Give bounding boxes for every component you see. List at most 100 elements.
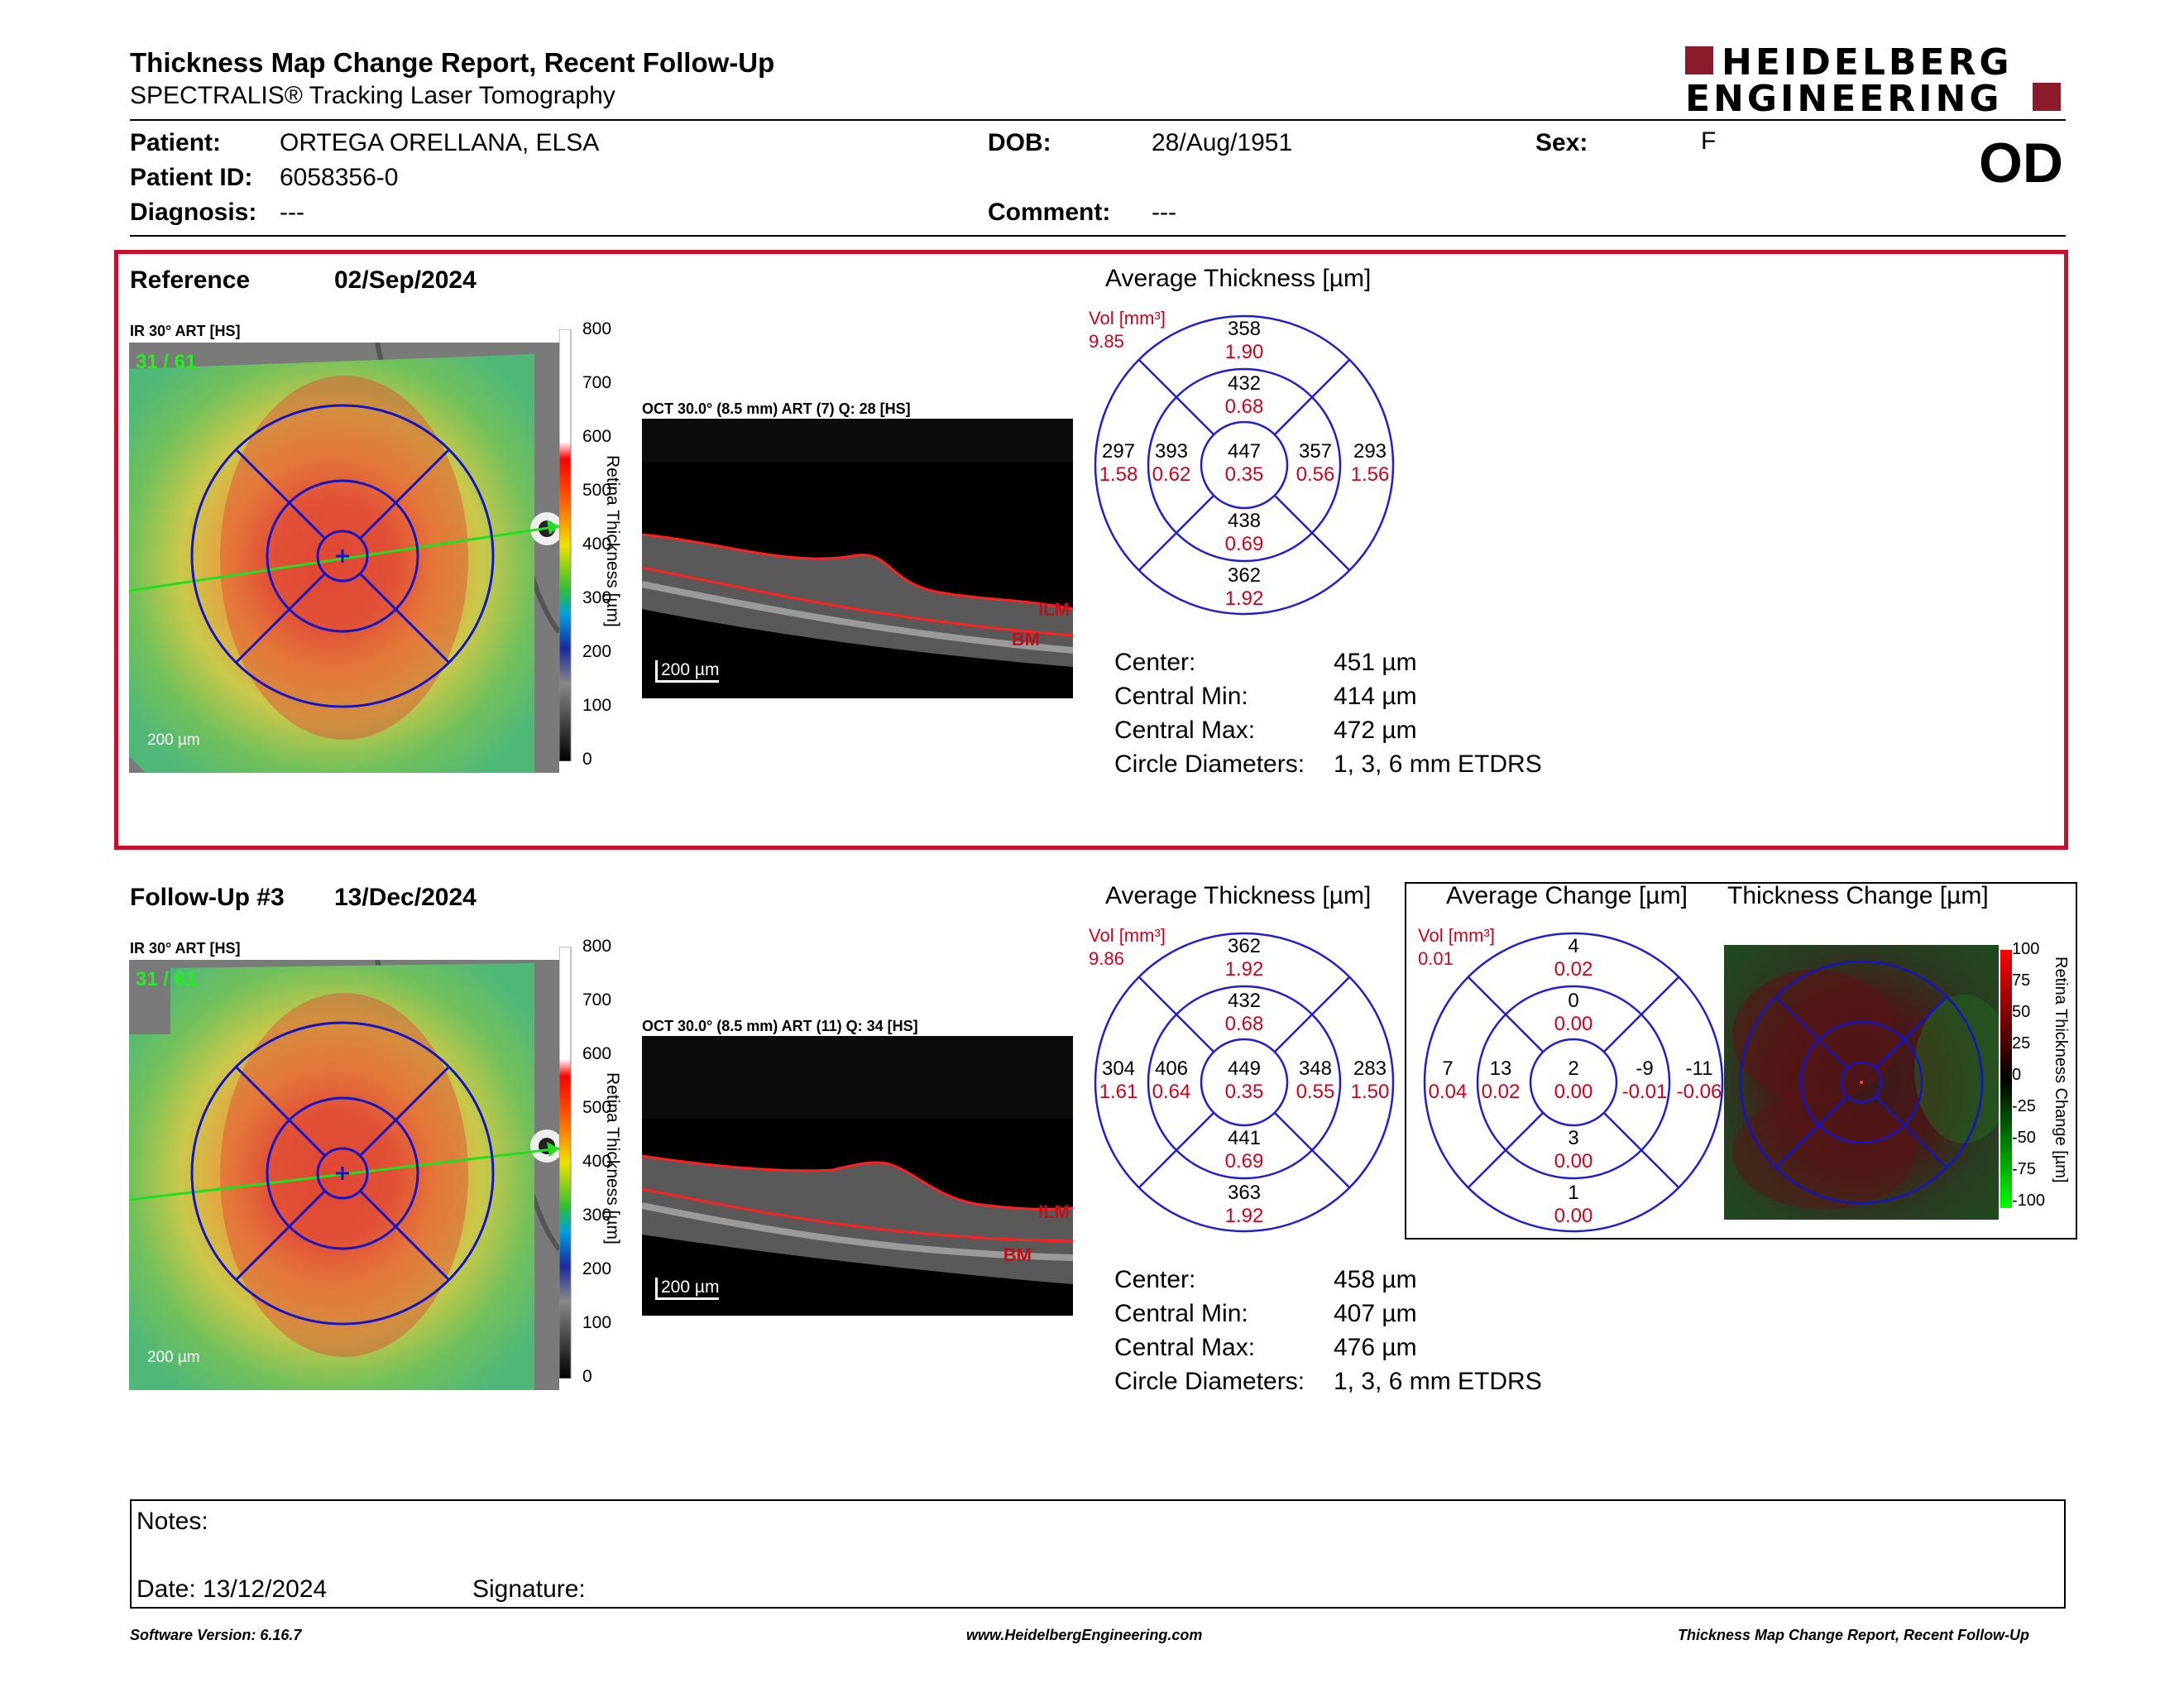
- dob-value: 28/Aug/1951: [1152, 129, 1293, 156]
- scale-tick: 700: [582, 373, 612, 392]
- etdrs-inner-left-vol: 0.64: [1152, 1081, 1191, 1103]
- patient-id: 6058356-0: [280, 164, 399, 191]
- reference-thickness-map: 31 / 61 200 µm: [129, 343, 559, 773]
- scale-tick: 100: [582, 696, 612, 715]
- stat-center-value: 451 µm: [1334, 649, 1417, 676]
- change-inner-bottom-vol: 0.00: [1554, 1150, 1593, 1172]
- volume-value: 9.85: [1089, 331, 1124, 352]
- scale-tick: 600: [582, 1044, 612, 1063]
- etdrs-inner-top: 432: [1227, 990, 1262, 1012]
- notes-box[interactable]: Notes: Date: 13/12/2024 Signature:: [130, 1499, 2066, 1609]
- oct-scale-bar: 200 µm: [655, 660, 720, 683]
- logo-square-icon: [2033, 83, 2061, 111]
- change-scale-tick: -25: [2012, 1097, 2036, 1115]
- bm-label: BM: [1003, 1244, 1032, 1265]
- patient-divider: [130, 235, 2066, 237]
- header-divider: [130, 119, 2066, 121]
- stat-diam-label: Circle Diameters:: [1114, 1368, 1305, 1395]
- reference-oct-scan: ILM BM 200 µm: [642, 419, 1073, 698]
- stat-min-value: 414 µm: [1334, 683, 1417, 710]
- followup-label: Follow-Up #3: [130, 884, 285, 911]
- reference-section-box: [114, 250, 2068, 850]
- change-color-scale: [2000, 950, 2012, 1208]
- etdrs-inner-right-vol: 0.56: [1296, 463, 1335, 486]
- stat-center-value: 458 µm: [1334, 1266, 1417, 1293]
- reference-label: Reference: [130, 266, 251, 294]
- volume-label: Vol [mm³]: [1089, 925, 1166, 946]
- ir-label: IR 30° ART [HS]: [130, 940, 241, 957]
- etdrs-outer-top: 358: [1227, 318, 1262, 340]
- stat-max-value: 472 µm: [1334, 717, 1417, 744]
- footer-website[interactable]: www.HeidelbergEngineering.com: [966, 1627, 1203, 1643]
- change-scale-ticks: 100 75 50 25 0 -25 -50 -75 -100: [2012, 940, 2053, 1221]
- eye-indicator: OD: [1979, 132, 2063, 194]
- change-scale-tick: 50: [2012, 1003, 2031, 1021]
- etdrs-inner-left: 406: [1154, 1057, 1189, 1080]
- change-scale-tick: 25: [2012, 1034, 2031, 1053]
- change-outer-bottom-vol: 0.00: [1554, 1205, 1593, 1227]
- avg-thickness-title: Average Thickness [µm]: [1105, 882, 1372, 909]
- comment-value: ---: [1152, 199, 1176, 226]
- etdrs-inner-bottom: 441: [1227, 1127, 1262, 1149]
- frames-counter: 31 / 61: [136, 968, 197, 990]
- change-box: [1405, 882, 2077, 1240]
- patient-id-label: Patient ID:: [130, 164, 253, 191]
- report-subtitle: SPECTRALIS® Tracking Laser Tomography: [130, 82, 615, 109]
- etdrs-inner-bottom: 438: [1227, 510, 1262, 532]
- change-inner-left-vol: 0.02: [1481, 1081, 1521, 1103]
- change-volume-label: Vol [mm³]: [1418, 925, 1495, 946]
- thickness-change-title: Thickness Change [µm]: [1727, 882, 1989, 909]
- logo-line2: ENGINEERING: [1685, 78, 2003, 120]
- notes-label: Notes:: [136, 1508, 208, 1535]
- patient-name: ORTEGA ORELLANA, ELSA: [280, 129, 600, 156]
- etdrs-outer-top-vol: 1.92: [1224, 958, 1264, 981]
- bm-label: BM: [1011, 629, 1040, 650]
- notes-date: Date: 13/12/2024: [136, 1575, 328, 1603]
- followup-thickness-map: 31 / 61 200 µm: [129, 960, 559, 1390]
- stat-min-label: Central Min:: [1114, 683, 1248, 710]
- etdrs-outer-right-vol: 1.50: [1350, 1081, 1390, 1103]
- scale-tick: 500: [582, 1098, 612, 1117]
- etdrs-center-vol: 0.35: [1224, 1081, 1264, 1103]
- change-volume-value: 0.01: [1418, 948, 1454, 969]
- change-inner-bottom: 3: [1568, 1127, 1579, 1149]
- change-scale-tick: -75: [2012, 1160, 2036, 1178]
- change-outer-top-vol: 0.02: [1554, 958, 1593, 981]
- change-scale-tick: 0: [2012, 1066, 2022, 1084]
- change-outer-top: 4: [1568, 935, 1579, 957]
- change-inner-top-vol: 0.00: [1554, 1013, 1593, 1035]
- etdrs-inner-top: 432: [1227, 372, 1262, 395]
- etdrs-outer-bottom-vol: 1.92: [1224, 587, 1264, 610]
- etdrs-inner-right: 357: [1298, 440, 1333, 463]
- stat-max-label: Central Max:: [1114, 717, 1256, 744]
- etdrs-outer-top-vol: 1.90: [1224, 341, 1264, 363]
- avg-thickness-title: Average Thickness [µm]: [1105, 265, 1372, 292]
- change-inner-right: -9: [1636, 1057, 1654, 1080]
- etdrs-center-vol: 0.35: [1224, 463, 1264, 486]
- etdrs-outer-top: 362: [1227, 935, 1262, 957]
- thickness-color-scale: [559, 329, 572, 761]
- change-center: 2: [1568, 1057, 1579, 1080]
- oct-scale-bar: 200 µm: [655, 1278, 720, 1300]
- stat-diam-label: Circle Diameters:: [1114, 750, 1305, 778]
- change-outer-right: -11: [1685, 1057, 1713, 1080]
- stat-max-value: 476 µm: [1334, 1334, 1417, 1361]
- thickness-change-map: [1724, 945, 1999, 1220]
- change-outer-right-vol: -0.06: [1676, 1081, 1722, 1103]
- followup-etdrs-grid: 362 1.92 432 0.68 304 1.61 406 0.64 449 …: [1094, 932, 1395, 1233]
- stat-center-label: Center:: [1114, 1266, 1196, 1293]
- scale-tick: 800: [582, 937, 612, 956]
- heidelberg-logo: HEIDELBERG ENGINEERING: [1685, 45, 2066, 120]
- oct-label: OCT 30.0° (8.5 mm) ART (11) Q: 34 [HS]: [642, 1018, 918, 1034]
- sex-value: F: [1701, 127, 1717, 155]
- scale-tick: 600: [582, 427, 612, 446]
- sex-label: Sex:: [1535, 129, 1588, 156]
- reference-date: 02/Sep/2024: [334, 266, 477, 294]
- scale-tick: 500: [582, 481, 612, 500]
- stat-diam-value: 1, 3, 6 mm ETDRS: [1334, 1368, 1542, 1395]
- etdrs-outer-right: 283: [1353, 1057, 1387, 1080]
- scale-tick: 200: [582, 1259, 612, 1278]
- followup-oct-scan: ILM BM 200 µm: [642, 1036, 1073, 1316]
- fundus-scale-bar: 200 µm: [147, 1349, 200, 1366]
- etdrs-inner-bottom-vol: 0.69: [1224, 1150, 1264, 1172]
